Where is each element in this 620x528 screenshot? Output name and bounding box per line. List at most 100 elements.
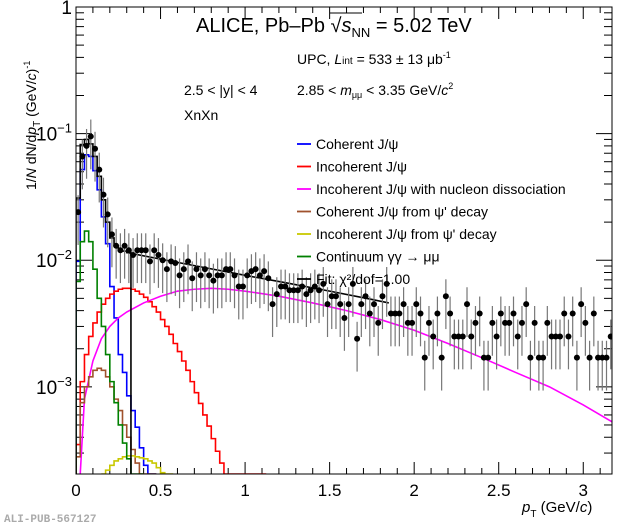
xlabel-sub: T [530,509,536,520]
data-point [455,333,462,340]
ylabel-sup: -1 [22,61,32,69]
data-point [493,333,500,340]
data-point [582,319,589,326]
data-point [201,266,208,273]
data-point [142,247,149,254]
data-point [527,354,534,361]
data-point [189,275,196,282]
data-point [413,301,420,308]
data-point [151,247,158,254]
data-point [96,166,103,173]
y-tick-exponent: −2 [57,247,72,262]
mass-sub: μμ [352,90,362,100]
data-point [332,293,339,300]
ylabel-N: N [23,167,39,178]
data-point [480,354,487,361]
data-point [586,354,593,361]
data-point [535,354,542,361]
data-point [459,333,466,340]
mass-sup: 2 [448,81,453,91]
data-point [607,333,612,340]
data-point [223,266,230,273]
data-point [400,301,407,308]
data-point [565,333,572,340]
title-s: s [342,15,352,37]
data-point [252,266,259,273]
data-point [244,272,251,279]
data-point [176,272,183,279]
data-point [595,354,602,361]
data-point [531,319,538,326]
series-line-3 [76,367,157,474]
xlabel-p: p [521,499,530,516]
ylabel-sub: T [32,121,43,127]
data-point [540,354,547,361]
data-point [163,266,170,273]
data-point [180,266,187,273]
data-point [599,354,606,361]
data-point [265,275,272,282]
data-point [121,242,128,249]
legend-entry: Incoherent J/ψ from ψ' decay [316,226,497,242]
data-point [396,310,403,317]
lumi-value: = 533 ± 13 μb [353,51,443,67]
legend: Coherent J/ψ Incoherent J/ψ Incoherent J/ψ… [297,136,566,287]
data-point [113,242,120,249]
data-point [425,319,432,326]
data-point [146,258,153,265]
data-point [552,333,559,340]
data-point [76,209,82,216]
data-point [438,354,445,361]
data-point [341,314,348,321]
x-tick-label: 0.5 [149,481,173,500]
data-point [404,319,411,326]
data-point [430,333,437,340]
y-tick-label: 10−3 [36,374,72,399]
data-point [442,293,449,300]
data-point [354,335,361,342]
data-point [278,283,285,290]
axis-ticks [75,6,612,474]
ylabel-c2: ) [23,69,39,74]
data-point [303,291,310,298]
x-tick-label: 1.5 [318,481,342,500]
data-point [227,266,234,273]
xlabel-c: c [580,499,588,516]
ylabel-p: p [23,127,39,136]
data-point [358,301,365,308]
data-point [261,268,268,275]
data-point [214,272,221,279]
data-point [409,319,416,326]
data-point [134,247,141,254]
ylabel-a: 1/ [23,178,39,190]
mass-prefix: 2.85 < [297,82,340,98]
lumi-sup: -1 [443,50,451,60]
publication-id: ALI-PUB-567127 [4,514,96,526]
data-point [286,287,293,294]
data-point [324,301,331,308]
data-point [485,354,492,361]
data-point [506,319,513,326]
data-point [210,277,217,284]
data-point [569,310,576,317]
data-point [523,301,530,308]
data-point [316,287,323,294]
data-point [472,319,479,326]
data-point [548,333,555,340]
data-point [218,272,225,279]
x-tick-label: 3 [579,481,588,500]
data-point [239,283,246,290]
series-line-5 [76,230,144,474]
ylabel-b: dN/d [23,135,39,168]
data-point [337,301,344,308]
data-point [434,310,441,317]
data-point [269,301,276,308]
data-point [392,310,399,317]
data-point [590,310,597,317]
legend-entry: Incoherent J/ψ [316,159,407,175]
y-axis-label: 1/N dN/dpT (GeV/c)-1 [22,61,43,190]
data-point [193,266,200,273]
data-point [387,310,394,317]
data-point [502,319,509,326]
